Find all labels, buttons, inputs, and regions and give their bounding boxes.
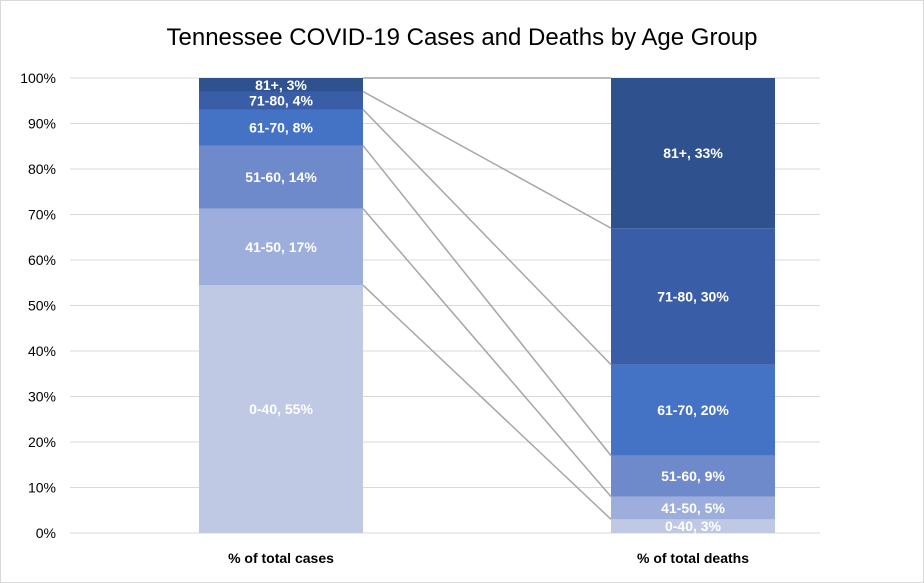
chart-title: Tennessee COVID-19 Cases and Deaths by A…: [167, 24, 758, 51]
bar-segment: [199, 285, 363, 533]
y-tick-label: 20%: [28, 434, 56, 450]
y-tick-label: 100%: [20, 70, 56, 86]
bar-segment: [199, 78, 363, 92]
y-tick-label: 10%: [28, 480, 56, 496]
data-label: 61-70, 20%: [657, 402, 729, 418]
series-line: [362, 284, 612, 520]
data-label: 0-40, 55%: [249, 401, 313, 417]
y-tick-label: 30%: [28, 389, 56, 405]
x-axis-labels: % of total cases % of total deaths: [228, 550, 749, 566]
y-tick-label: 0%: [36, 525, 56, 541]
data-label: 71-80, 30%: [657, 288, 729, 304]
data-label: 81+, 33%: [663, 145, 723, 161]
x-category-label: % of total deaths: [637, 550, 749, 566]
data-label: 0-40, 3%: [665, 518, 722, 534]
series-lines: [362, 77, 612, 520]
bar-segment: [199, 145, 363, 209]
series-line: [362, 145, 612, 457]
y-tick-label: 70%: [28, 207, 56, 223]
y-tick-label: 60%: [28, 252, 56, 268]
data-label: 41-50, 17%: [245, 239, 317, 255]
data-label: 51-60, 14%: [245, 169, 317, 185]
y-tick-label: 50%: [28, 298, 56, 314]
series-line: [362, 90, 612, 229]
bar-segment: [611, 78, 775, 229]
data-label: 51-60, 9%: [661, 468, 725, 484]
bar-segment: [611, 519, 775, 533]
bar-segment: [199, 109, 363, 146]
data-label: 81+, 3%: [255, 77, 307, 93]
bar-segment: [611, 364, 775, 456]
bar-segment: [611, 455, 775, 497]
bar-segment: [199, 208, 363, 286]
data-labels: 0-40, 55% 41-50, 17% 51-60, 14% 61-70, 8% 71…: [245, 77, 729, 534]
data-label: 71-80, 4%: [249, 93, 313, 109]
series-line: [362, 208, 612, 498]
data-label: 41-50, 5%: [661, 500, 725, 516]
bar-segment: [611, 228, 775, 365]
y-tick-label: 40%: [28, 343, 56, 359]
x-category-label: % of total cases: [228, 550, 334, 566]
y-tick-label: 90%: [28, 116, 56, 132]
bar-segment: [611, 496, 775, 520]
bar-segment: [199, 91, 363, 110]
data-label: 61-70, 8%: [249, 120, 313, 136]
bars: [199, 78, 775, 533]
series-line: [362, 109, 612, 366]
y-axis-labels: 0% 10% 20% 30% 40% 50% 60% 70% 80% 90% 100%: [20, 70, 56, 541]
y-tick-label: 80%: [28, 161, 56, 177]
